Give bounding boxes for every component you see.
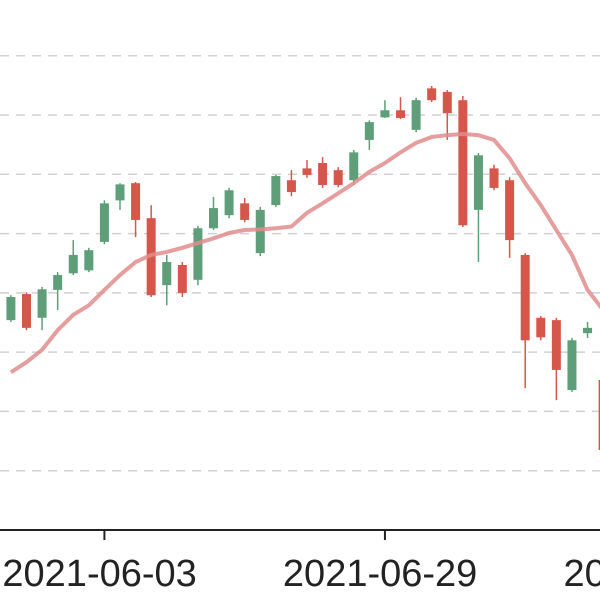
candle-body xyxy=(411,100,421,130)
candle-body xyxy=(177,265,187,293)
candle-body xyxy=(318,163,328,185)
candle-body xyxy=(364,122,374,140)
candle-body xyxy=(162,262,172,286)
candle-body xyxy=(380,110,390,118)
candle-body xyxy=(536,317,546,338)
moving-average-line xyxy=(9,131,600,374)
candle-body xyxy=(442,91,452,114)
candle-body xyxy=(473,155,483,210)
candle-body xyxy=(99,203,109,242)
candle-body xyxy=(520,254,530,341)
candle-body xyxy=(224,190,234,216)
candle-body xyxy=(505,180,515,241)
candle-body xyxy=(349,152,359,181)
candle-body xyxy=(131,183,141,220)
x-tick-label: 2021-06-29 xyxy=(283,553,477,595)
candle-body xyxy=(209,208,219,229)
candle-body xyxy=(37,289,47,318)
candle-body xyxy=(6,297,16,321)
candle-body xyxy=(302,168,312,175)
candle-body xyxy=(271,176,281,206)
candle-body xyxy=(551,320,561,370)
candle-body xyxy=(84,250,94,271)
candle-body xyxy=(598,380,600,450)
candle-body xyxy=(396,110,406,118)
candle-body xyxy=(193,228,203,280)
candle-body xyxy=(583,327,593,334)
candle-body xyxy=(567,340,577,391)
x-tick-label: 20 xyxy=(563,553,600,595)
candle-body xyxy=(489,168,499,188)
candle-body xyxy=(458,100,468,226)
candle-body xyxy=(240,203,250,220)
candle-body xyxy=(53,275,63,290)
x-tick-label: 2021-06-03 xyxy=(2,553,196,595)
candle-body xyxy=(427,88,437,101)
candle-body xyxy=(255,209,265,254)
candle-body xyxy=(333,170,343,185)
candle-body xyxy=(115,184,125,201)
candle-body xyxy=(68,254,78,274)
candle-body xyxy=(21,294,31,328)
candle-body xyxy=(286,180,296,193)
